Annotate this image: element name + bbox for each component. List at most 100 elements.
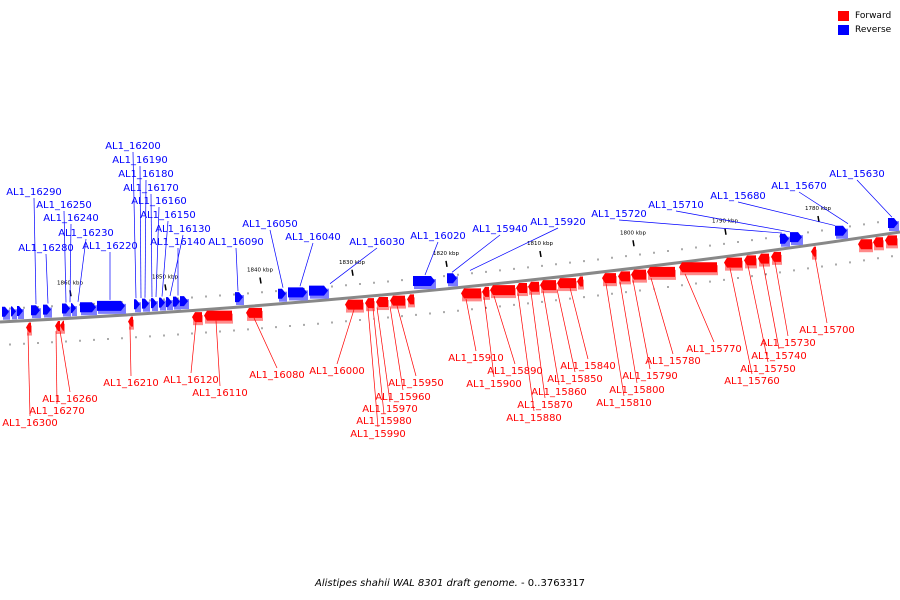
leader-line: [605, 283, 625, 397]
gene-label-forward: AL1_15900: [466, 379, 522, 390]
ruler-label: 1840 kbp: [247, 267, 273, 273]
caption-range: - 0..3763317: [517, 578, 586, 589]
gene-label-forward: AL1_15980: [356, 416, 412, 427]
gene-label-reverse: AL1_15710: [648, 200, 704, 211]
gene-label-forward: AL1_16270: [29, 406, 85, 417]
ruler-label: 1850 kbp: [152, 274, 178, 280]
reverse-gene-block: [790, 232, 803, 246]
reverse-gene-block: [173, 296, 181, 310]
forward-gene-block: [647, 266, 676, 280]
ruler-label: 1830 kbp: [339, 260, 365, 266]
gene-label-forward: AL1_15840: [560, 361, 616, 372]
reverse-gene-block: [17, 305, 24, 319]
gene-label-forward: AL1_15860: [531, 387, 587, 398]
gene-label-forward: AL1_15790: [622, 371, 678, 382]
gene-label-reverse: AL1_16280: [18, 243, 74, 254]
gene-label-forward: AL1_15760: [724, 376, 780, 387]
leader-line: [618, 219, 783, 234]
ruler-label: 1810 kbp: [527, 241, 553, 247]
leader-line: [396, 305, 417, 377]
reverse-gene-block: [235, 292, 244, 306]
gene-label-forward: AL1_15960: [375, 392, 431, 403]
ruler-label: 1820 kbp: [433, 251, 459, 257]
legend-reverse: Reverse: [838, 23, 891, 37]
reverse-gene-block: [413, 276, 436, 290]
gene-label-reverse: AL1_15670: [771, 181, 827, 192]
reverse-gene-block: [166, 297, 173, 311]
forward-gene-block: [516, 283, 528, 297]
forward-gene-block: [758, 253, 770, 267]
leader-line: [161, 220, 169, 297]
forward-gene-block: [528, 281, 540, 295]
leader-line: [493, 295, 516, 365]
gene-label-reverse: AL1_16240: [43, 213, 99, 224]
gene-label-reverse: AL1_16180: [118, 169, 174, 180]
gene-label-forward: AL1_15810: [596, 398, 652, 409]
forward-gene-block: [482, 286, 490, 300]
leader-line: [424, 241, 439, 276]
forward-swatch: [838, 11, 849, 21]
leader-line: [675, 210, 791, 233]
gene-label-reverse: AL1_15940: [472, 224, 528, 235]
gene-label-reverse: AL1_16160: [131, 196, 187, 207]
leader-line: [483, 296, 495, 378]
genome-axis: [0, 230, 900, 324]
gene-label-reverse: AL1_16190: [112, 155, 168, 166]
leader-line: [63, 210, 67, 303]
leader-line: [59, 330, 71, 393]
leader-line: [729, 267, 753, 375]
reverse-gene-block: [97, 300, 126, 314]
ruler-label: 1790 kbp: [712, 219, 738, 225]
leader-line: [542, 290, 560, 386]
leader-line: [33, 197, 37, 305]
ruler-tick: [445, 260, 448, 268]
leader-line: [235, 247, 239, 292]
map-caption: Alistipes shahii WAL 8301 draft genome. …: [0, 578, 900, 589]
reverse-gene-block: [134, 299, 141, 313]
leader-line: [762, 263, 780, 350]
forward-gene-block: [55, 321, 61, 335]
forward-gene-block: [246, 307, 263, 321]
reverse-gene-block: [780, 233, 790, 247]
gene-label-reverse: AL1_16040: [285, 232, 341, 243]
gene-label-forward: AL1_15870: [517, 400, 573, 411]
ruler-tick: [724, 228, 727, 235]
leader-line: [190, 322, 197, 374]
reverse-gene-block: [151, 298, 158, 312]
leader-line: [77, 238, 87, 302]
leader-line: [129, 326, 132, 377]
reverse-gene-block: [31, 305, 41, 319]
gene-label-forward: AL1_16300: [2, 418, 58, 429]
leader-line: [469, 227, 559, 271]
leader-line: [737, 201, 836, 226]
leader-line: [269, 229, 284, 288]
reverse-gene-block: [80, 302, 97, 316]
gene-label-reverse: AL1_16140: [150, 237, 206, 248]
forward-gene-block: [461, 288, 482, 302]
leader-line: [451, 234, 501, 273]
reverse-gene-block: [71, 303, 77, 317]
forward-gene-block: [858, 239, 873, 253]
leader-line: [569, 287, 589, 360]
leader-line: [367, 308, 379, 428]
leader-line: [619, 281, 638, 384]
gene-label-reverse: AL1_15630: [829, 169, 885, 180]
ruler-label: 1800 kbp: [620, 230, 646, 236]
leader-line: [814, 256, 828, 324]
reverse-gene-block: [142, 298, 150, 312]
gene-label-forward: AL1_16080: [249, 370, 305, 381]
reverse-gene-block: [888, 218, 899, 232]
forward-gene-block: [618, 271, 631, 285]
gene-label-forward: AL1_15950: [388, 378, 444, 389]
forward-gene-block: [811, 246, 817, 260]
gene-label-forward: AL1_16000: [309, 366, 365, 377]
label-leaders: [27, 151, 893, 428]
leader-line: [155, 206, 160, 298]
ruler-tick: [817, 215, 820, 223]
leader-line: [132, 151, 137, 299]
forward-gene-block: [771, 251, 782, 265]
reverse-gene-block: [835, 225, 848, 239]
forward-gene-block: [577, 276, 584, 290]
gene-label-reverse: AL1_15920: [530, 217, 586, 228]
